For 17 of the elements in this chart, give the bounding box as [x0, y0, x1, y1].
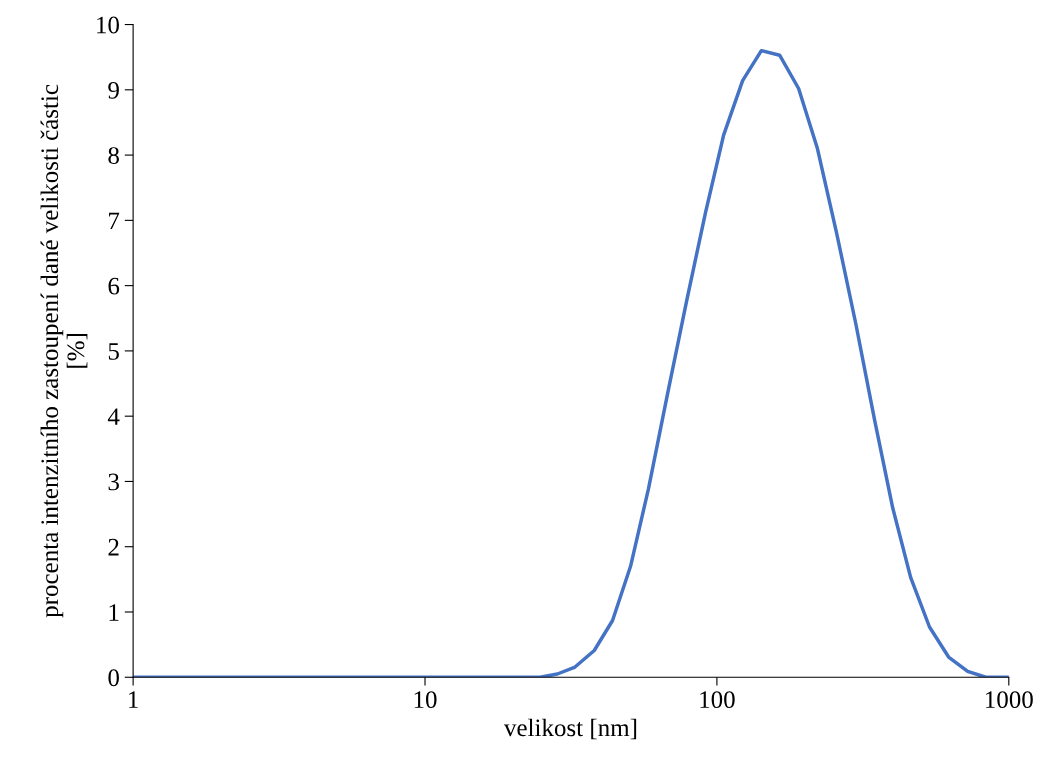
y-tick-label: 4 — [107, 408, 120, 425]
y-tick-label: 0 — [108, 669, 119, 687]
y-axis-title: procenta intenzitního zastoupení dané velikosti částic [%] — [40, 84, 88, 618]
y-tick-label: 6 — [108, 277, 120, 295]
y-tick-label: 3 — [108, 473, 119, 491]
x-tick-label: 100 — [700, 691, 735, 709]
x-axis-title: velikost [nm] — [503, 718, 637, 740]
y-tick-label: 10 — [97, 16, 119, 34]
y-tick-label: 1 — [109, 604, 119, 621]
x-tick-label: 10 — [414, 691, 437, 709]
y-tick-label: 9 — [108, 81, 119, 99]
x-tick-label: 1 — [129, 691, 138, 708]
x-tick-label: 1000 — [986, 691, 1033, 709]
y-tick-label: 5 — [108, 343, 119, 360]
y-tick-label: 7 — [109, 212, 120, 230]
y-tick-label: 2 — [108, 538, 119, 556]
y-tick-label: 8 — [108, 147, 119, 165]
